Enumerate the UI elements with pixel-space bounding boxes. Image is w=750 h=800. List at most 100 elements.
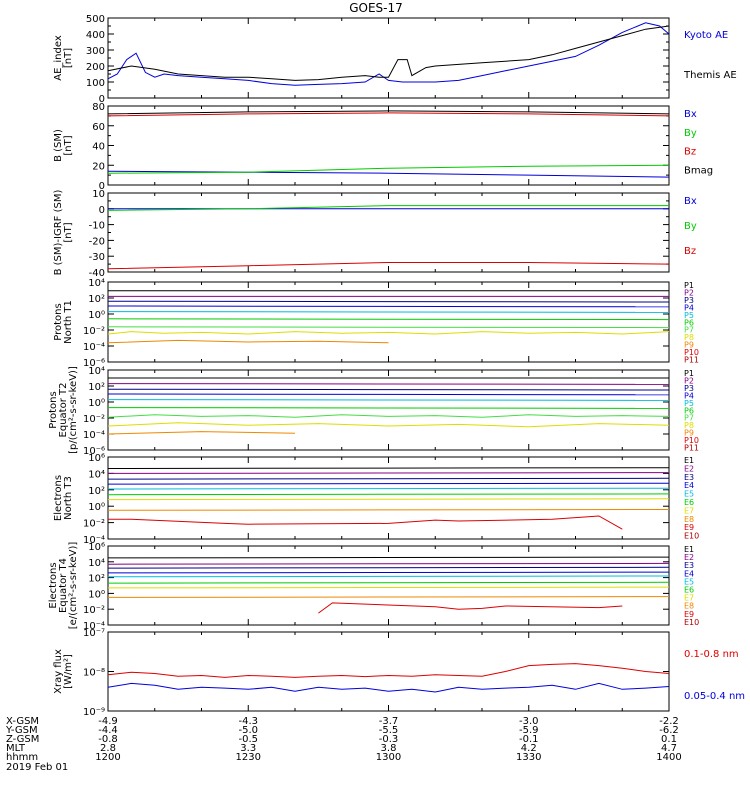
legend-label: E4 bbox=[684, 569, 694, 578]
legend-label: E6 bbox=[684, 498, 694, 507]
x-row-value: 1200 bbox=[95, 752, 120, 763]
y-tick-label: 0 bbox=[99, 94, 105, 105]
legend-label: E7 bbox=[684, 594, 694, 603]
y-tick-label: 0 bbox=[99, 205, 105, 216]
legend-label: P7 bbox=[684, 414, 694, 423]
legend-label: P9 bbox=[684, 429, 694, 438]
panel-frame bbox=[107, 281, 670, 363]
legend-label: E7 bbox=[684, 506, 694, 515]
series-group bbox=[108, 467, 669, 530]
legend-label: P10 bbox=[684, 348, 699, 357]
legend-label: P4 bbox=[684, 391, 694, 400]
x-row-value: -3.0 bbox=[519, 716, 539, 727]
y-tick-label: 40 bbox=[92, 142, 105, 153]
series-line-by bbox=[108, 164, 669, 174]
y-tick-label: 80 bbox=[92, 102, 105, 113]
series-group bbox=[108, 556, 669, 614]
series-line-p6 bbox=[108, 407, 669, 409]
y-tick-label: 10⁻⁴ bbox=[83, 342, 105, 353]
y-tick-label: 10⁰ bbox=[88, 398, 105, 409]
panel-frame bbox=[107, 192, 670, 273]
y-axis-label: [nT] bbox=[63, 135, 74, 155]
series-line-p9 bbox=[108, 339, 389, 344]
panel-frame bbox=[107, 17, 670, 99]
y-tick-label: 400 bbox=[86, 30, 105, 41]
panel-bigrf: -40 -30 -20 -10 0 10 B (SM)-IGRF (SM) [nT] Bx By B… bbox=[53, 189, 697, 279]
y-tick-label: 10⁻⁹ bbox=[83, 707, 105, 718]
series-line-by bbox=[108, 205, 669, 211]
x-row-label: hhmm bbox=[6, 752, 38, 763]
legend-label: E5 bbox=[684, 577, 694, 586]
x-row-label: Y-GSM bbox=[5, 725, 38, 736]
series-line-e6 bbox=[108, 581, 669, 584]
x-row-value: -4.3 bbox=[238, 716, 258, 727]
figure-title: GOES-17 bbox=[349, 1, 403, 15]
series-line-bz bbox=[108, 112, 669, 117]
y-tick-label: 10⁻² bbox=[83, 414, 105, 425]
series-line-e8 bbox=[108, 509, 669, 511]
y-axis-label: [W/m²] bbox=[63, 654, 74, 689]
y-axis-label: North T1 bbox=[63, 300, 74, 344]
series-line-themis-ae bbox=[108, 25, 669, 81]
x-row-value: -5.0 bbox=[238, 725, 258, 736]
legend-label: P4 bbox=[684, 303, 694, 312]
y-tick-label: 10⁶ bbox=[88, 453, 105, 464]
legend-label: P6 bbox=[684, 406, 694, 415]
x-row-value: -5.5 bbox=[379, 725, 399, 736]
panel-protons_t1: 10⁻⁶ 10⁻⁴ 10⁻² 10⁰ 10² 10⁴ Protons North T1 P1P2… bbox=[53, 278, 699, 369]
y-tick-label: 10⁻⁸ bbox=[83, 668, 105, 679]
legend-label: E8 bbox=[684, 602, 694, 611]
legend-label: P3 bbox=[684, 384, 694, 393]
x-row-label: X-GSM bbox=[6, 716, 39, 727]
y-tick-label: 10⁰ bbox=[88, 310, 105, 321]
series-line-e5 bbox=[108, 487, 669, 490]
y-tick-label: 100 bbox=[86, 78, 105, 89]
legend-label: Kyoto AE bbox=[684, 30, 728, 41]
y-tick-label: 10⁰ bbox=[88, 589, 105, 600]
legend-label: P11 bbox=[684, 356, 699, 365]
series-line-p4 bbox=[108, 305, 669, 308]
legend-label: P10 bbox=[684, 436, 699, 445]
y-tick-label: 10⁻⁴ bbox=[83, 535, 105, 546]
legend-label: P6 bbox=[684, 318, 694, 327]
legend-label: E10 bbox=[684, 618, 699, 627]
series-line-kyoto-ae bbox=[108, 22, 669, 86]
y-tick-label: 10 bbox=[92, 189, 105, 200]
y-tick-label: 500 bbox=[86, 14, 105, 25]
y-tick-label: 10⁻² bbox=[83, 605, 105, 616]
y-axis-label: [p/(cm²-s-sr-keV)] bbox=[68, 366, 79, 454]
legend-label: P1 bbox=[684, 281, 694, 290]
y-axis-label: Electrons bbox=[53, 475, 64, 521]
y-tick-label: 10² bbox=[88, 382, 105, 393]
y-axis-label: Xray flux bbox=[53, 649, 64, 694]
series-line-bz bbox=[108, 262, 669, 270]
y-tick-label: 10⁻⁴ bbox=[83, 430, 105, 441]
series-line-p9 bbox=[108, 431, 296, 435]
legend-label: Bz bbox=[684, 147, 696, 158]
series-line-p7 bbox=[108, 326, 669, 329]
legend-label: P5 bbox=[684, 399, 694, 408]
y-axis-label: B (SM) bbox=[53, 129, 64, 162]
y-axis-label: Equator T4 bbox=[58, 558, 69, 613]
panel-protons_t2: 10⁻⁶ 10⁻⁴ 10⁻² 10⁰ 10² 10⁴ Protons Equator T2 [p… bbox=[48, 366, 699, 457]
x-row-value: 2.8 bbox=[100, 743, 116, 754]
legend-label: P8 bbox=[684, 333, 694, 342]
series-line-e1 bbox=[108, 556, 669, 559]
y-tick-label: 10⁻² bbox=[83, 519, 105, 530]
y-axis-label: [e/(cm²-s-sr-keV)] bbox=[68, 542, 79, 630]
x-row-value: -6.2 bbox=[659, 725, 679, 736]
legend-label: P1 bbox=[684, 369, 694, 378]
x-row-value: 0.1 bbox=[661, 734, 677, 745]
series-line-e4 bbox=[108, 571, 669, 574]
x-row-value: -0.3 bbox=[379, 734, 399, 745]
panel-bsm: 0 20 40 60 80 B (SM) [nT] Bx By Bz Bmag bbox=[53, 102, 713, 192]
series-line-e3 bbox=[108, 566, 669, 569]
x-row-value: 3.3 bbox=[240, 743, 256, 754]
legend-label: E1 bbox=[684, 545, 694, 554]
legend-label: Bx bbox=[684, 109, 697, 120]
legend-label: Bx bbox=[684, 196, 697, 207]
legend-label: E5 bbox=[684, 490, 694, 499]
x-row-value: -3.7 bbox=[379, 716, 399, 727]
